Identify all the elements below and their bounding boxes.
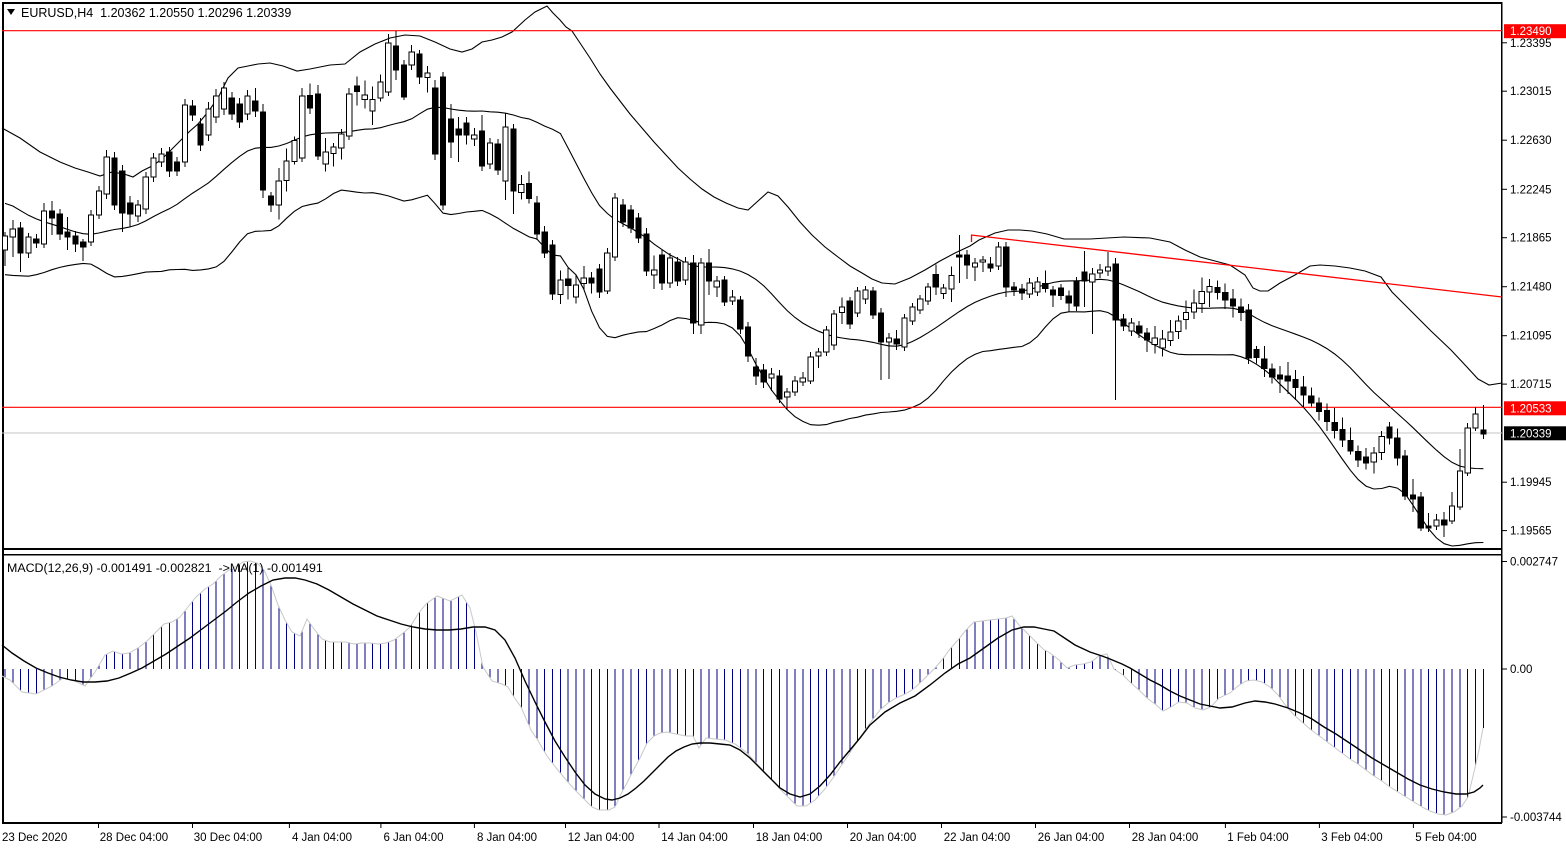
svg-text:0.00: 0.00 bbox=[1510, 664, 1532, 676]
svg-text:1.23015: 1.23015 bbox=[1510, 86, 1552, 98]
svg-text:1 Feb 04:00: 1 Feb 04:00 bbox=[1227, 832, 1288, 844]
svg-text:1.21095: 1.21095 bbox=[1510, 331, 1552, 343]
svg-text:20 Jan 04:00: 20 Jan 04:00 bbox=[850, 832, 917, 844]
svg-text:1.23395: 1.23395 bbox=[1510, 38, 1552, 50]
svg-text:1.21865: 1.21865 bbox=[1510, 233, 1552, 245]
svg-text:EURUSD,H4 1.20362 1.20550 1.2: EURUSD,H4 1.20362 1.20550 1.20296 1.2033… bbox=[21, 6, 291, 20]
svg-text:1.20533: 1.20533 bbox=[1510, 403, 1552, 415]
svg-text:-0.003744: -0.003744 bbox=[1510, 812, 1562, 824]
svg-text:1.19945: 1.19945 bbox=[1510, 477, 1552, 489]
svg-text:MACD(12,26,9) -0.001491 -0.002: MACD(12,26,9) -0.001491 -0.002821 ->MA(1… bbox=[7, 561, 323, 575]
svg-text:23 Dec 2020: 23 Dec 2020 bbox=[2, 832, 67, 844]
svg-text:22 Jan 04:00: 22 Jan 04:00 bbox=[944, 832, 1011, 844]
svg-text:3 Feb 04:00: 3 Feb 04:00 bbox=[1321, 832, 1382, 844]
svg-text:30 Dec 04:00: 30 Dec 04:00 bbox=[194, 832, 262, 844]
svg-text:1.22630: 1.22630 bbox=[1510, 135, 1552, 147]
svg-text:1.23490: 1.23490 bbox=[1510, 26, 1552, 38]
svg-text:6 Jan 04:00: 6 Jan 04:00 bbox=[383, 832, 443, 844]
svg-text:28 Dec 04:00: 28 Dec 04:00 bbox=[100, 832, 168, 844]
svg-text:5 Feb 04:00: 5 Feb 04:00 bbox=[1415, 832, 1476, 844]
svg-text:8 Jan 04:00: 8 Jan 04:00 bbox=[477, 832, 537, 844]
svg-text:1.19565: 1.19565 bbox=[1510, 526, 1552, 538]
svg-text:4 Jan 04:00: 4 Jan 04:00 bbox=[292, 832, 352, 844]
svg-text:12 Jan 04:00: 12 Jan 04:00 bbox=[568, 832, 635, 844]
svg-text:26 Jan 04:00: 26 Jan 04:00 bbox=[1038, 832, 1105, 844]
svg-text:0.002747: 0.002747 bbox=[1510, 557, 1558, 569]
svg-text:1.21480: 1.21480 bbox=[1510, 282, 1552, 294]
svg-text:28 Jan 04:00: 28 Jan 04:00 bbox=[1132, 832, 1199, 844]
svg-text:1.20339: 1.20339 bbox=[1510, 428, 1552, 440]
svg-text:1.20715: 1.20715 bbox=[1510, 379, 1552, 391]
svg-text:14 Jan 04:00: 14 Jan 04:00 bbox=[661, 832, 728, 844]
svg-text:1.22245: 1.22245 bbox=[1510, 184, 1552, 196]
svg-text:18 Jan 04:00: 18 Jan 04:00 bbox=[756, 832, 823, 844]
